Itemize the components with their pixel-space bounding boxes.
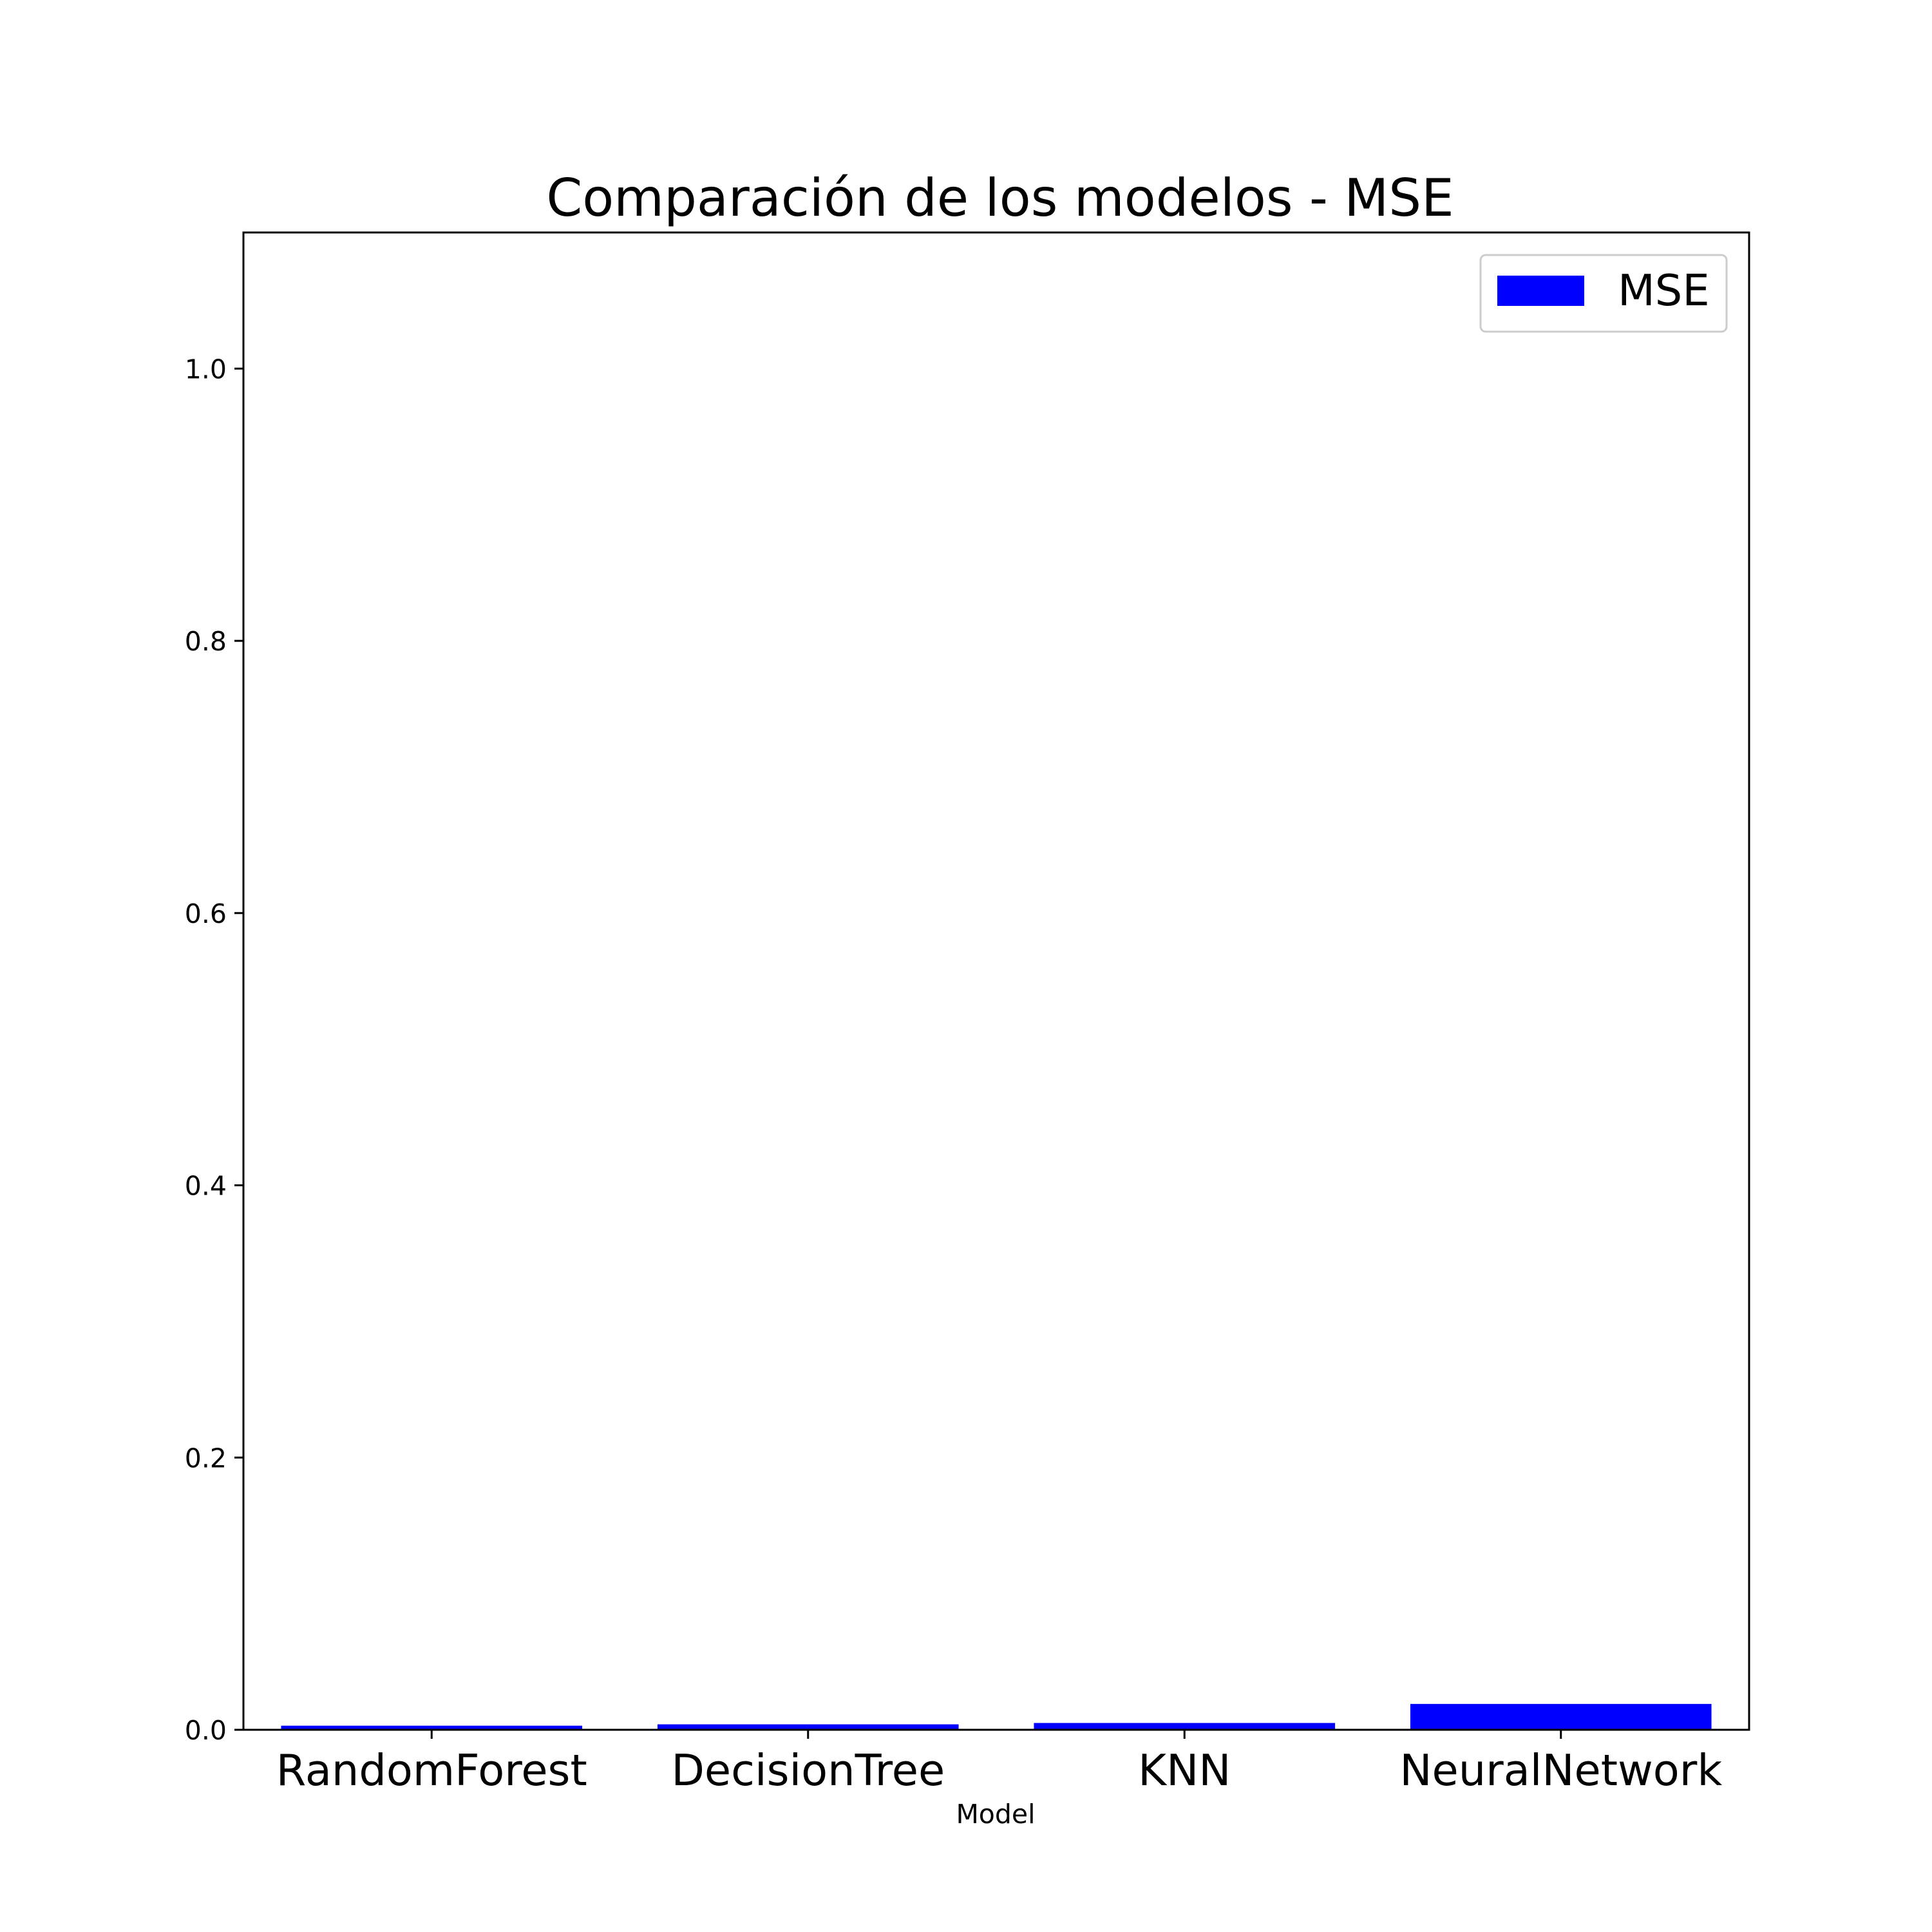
chart-title: Comparación de los modelos - MSE bbox=[546, 168, 1454, 228]
x-axis: RandomForest DecisionTree KNN NeuralNetwork bbox=[276, 1730, 1722, 1795]
bars bbox=[281, 1703, 1712, 1730]
y-tick-label: 0.8 bbox=[185, 626, 227, 657]
y-tick-label: 0.4 bbox=[185, 1171, 227, 1202]
y-axis: 0.0 0.2 0.4 0.6 0.8 1.0 bbox=[185, 354, 243, 1746]
y-tick-label: 0.0 bbox=[185, 1715, 227, 1746]
plot-area bbox=[243, 232, 1749, 1730]
bar-neuralnetwork bbox=[1410, 1703, 1712, 1730]
bar-randomforest bbox=[281, 1725, 583, 1730]
legend-label: MSE bbox=[1618, 265, 1710, 316]
legend-swatch bbox=[1497, 276, 1584, 306]
x-tick-label: NeuralNetwork bbox=[1399, 1745, 1722, 1795]
x-axis-label: Model bbox=[956, 1799, 1035, 1830]
plot-frame bbox=[242, 231, 1750, 1731]
x-tick-label: KNN bbox=[1138, 1745, 1231, 1795]
legend: MSE bbox=[1479, 254, 1728, 333]
y-tick-label: 1.0 bbox=[185, 354, 227, 384]
y-tick-label: 0.2 bbox=[185, 1443, 227, 1473]
bar-knn bbox=[1034, 1723, 1336, 1730]
bar-decisiontree bbox=[657, 1724, 959, 1730]
legend-box bbox=[1479, 254, 1728, 333]
x-tick-label: RandomForest bbox=[276, 1745, 587, 1795]
y-tick-label: 0.6 bbox=[185, 898, 227, 929]
x-tick-label: DecisionTree bbox=[671, 1745, 945, 1795]
